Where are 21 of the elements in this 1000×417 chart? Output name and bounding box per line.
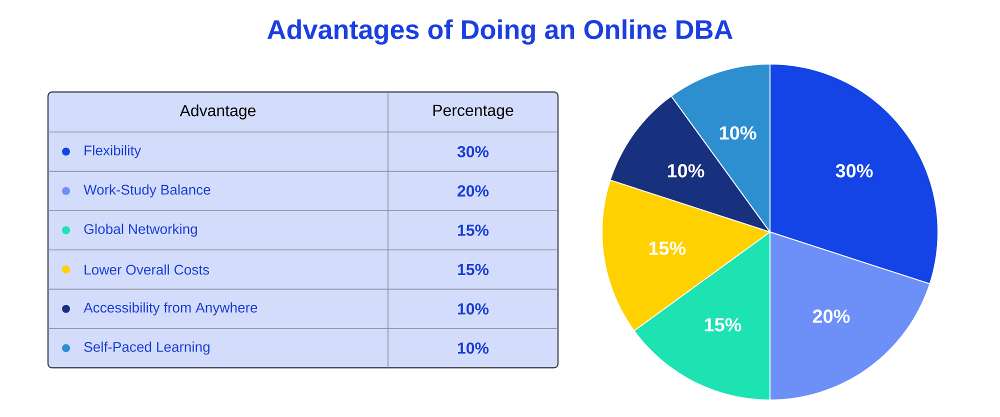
legend-label: Accessibility from Anywhere: [84, 302, 258, 316]
text: 30%: [457, 146, 489, 158]
chart-title: Advantages of Doing an Online DBA: [267, 19, 733, 45]
legend-label: Lower Overall Costs: [84, 264, 210, 275]
text: 10%: [458, 303, 489, 314]
legend-label: Work-Study Balance: [84, 184, 210, 198]
text: Advantage: [180, 104, 256, 120]
text: Percentage: [433, 104, 514, 120]
data-label: 10%: [720, 126, 756, 140]
text: 15%: [458, 264, 489, 276]
text: 15%: [458, 224, 489, 236]
data-label: 15%: [704, 318, 742, 332]
data-label: 10%: [668, 164, 704, 178]
text: 20%: [458, 185, 489, 197]
legend-label: Global Networking: [84, 224, 197, 237]
text: 10%: [458, 342, 489, 354]
legend-label: Flexibility: [84, 145, 142, 158]
data-label: 15%: [649, 242, 686, 255]
data-label: 20%: [812, 310, 850, 323]
data-label: 30%: [836, 164, 873, 178]
legend-label: Self-Paced Learning: [84, 342, 210, 355]
